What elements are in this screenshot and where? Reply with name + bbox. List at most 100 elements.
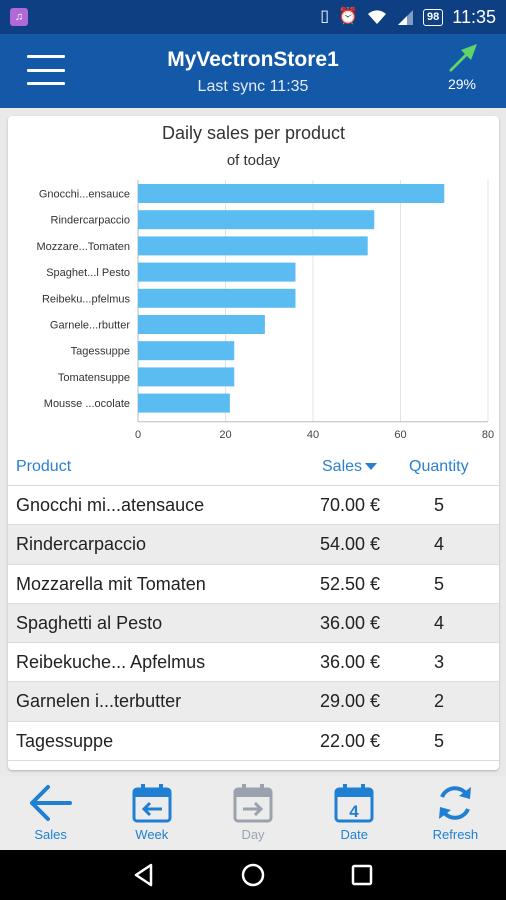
table-row[interactable]: Gnocchi mi...atensauce 70.00 € 5 [8, 486, 499, 526]
cell-quantity: 5 [434, 730, 445, 751]
status-bar: ♫ ▯ ⏰ 98 11:35 [0, 0, 506, 34]
chart-x-tick-label: 80 [482, 429, 494, 441]
table-row[interactable]: Tagessuppe 22.00 € 5 [8, 722, 499, 762]
chart-bar [138, 367, 235, 387]
system-back-icon[interactable] [131, 862, 157, 888]
chart-category-label: Spaghet...l Pesto [46, 267, 130, 279]
table-row[interactable]: Rindercarpaccio 54.00 € 4 [8, 525, 499, 565]
column-header-product[interactable]: Product [16, 458, 72, 475]
chart-category-label: Garnele...rbutter [50, 320, 130, 332]
sales-card: Daily sales per product of today 0 20 40 60… [8, 116, 499, 770]
cell-sales: 52.50 € [319, 573, 380, 594]
cell-product: Garnelen i...terbutter [16, 691, 182, 712]
chart-x-tick-label: 20 [219, 429, 231, 441]
column-header-quantity[interactable]: Quantity [409, 458, 469, 475]
menu-icon-line [27, 68, 65, 72]
cell-sales: 36.00 € [319, 612, 380, 633]
column-header-sales-label: Sales [322, 458, 363, 475]
cell-quantity: 3 [434, 652, 445, 673]
refresh-icon [439, 786, 472, 820]
trend-indicator[interactable]: 29% [438, 42, 486, 104]
system-home-icon[interactable] [240, 862, 266, 888]
chart-bar [138, 288, 296, 308]
table-row[interactable]: Mozzarella mit Tomaten 52.50 € 5 [8, 565, 499, 604]
last-sync-label: Last sync 11:35 [197, 78, 309, 95]
sort-descending-icon [365, 463, 378, 471]
status-time: 11:35 [452, 6, 496, 27]
chart-category-label: Tagessuppe [71, 346, 130, 358]
notification-app-icon: ♫ [10, 8, 28, 26]
nav-day-label: Day [241, 827, 265, 842]
alarm-icon: ⏰ [338, 8, 359, 25]
nav-refresh-label: Refresh [432, 827, 479, 842]
chart-category-label: Mousse ...ocolate [44, 398, 130, 410]
menu-icon-line [27, 55, 65, 58]
chart-bar [138, 236, 368, 256]
nav-refresh-button[interactable]: Refresh [405, 776, 506, 850]
cell-product: Tagessuppe [16, 730, 114, 751]
chart-bar [138, 341, 235, 361]
system-navigation-bar [0, 850, 506, 900]
cell-sales: 54.00 € [319, 534, 380, 555]
table-header: Product Sales Quantity [8, 450, 499, 486]
cell-product: Gnocchi mi...atensauce [16, 495, 205, 515]
cell-sales: 36.00 € [319, 652, 380, 673]
wifi-icon [367, 9, 387, 25]
nav-date-label: Date [340, 827, 368, 842]
cell-quantity: 2 [434, 691, 445, 712]
battery-indicator: 98 [423, 8, 444, 26]
trend-up-arrow-icon [449, 44, 477, 72]
chart-category-label: Mozzare...Tomaten [36, 241, 130, 253]
menu-icon-line [27, 82, 65, 85]
calendar-date-number: 4 [349, 802, 359, 821]
cell-product: Spaghetti al Pesto [16, 612, 163, 633]
cell-sales: 22.00 € [319, 730, 380, 751]
calendar-week-back-icon [132, 784, 172, 823]
cell-product: Reibekuche... Apfelmus [16, 652, 206, 673]
chart-category-label: Rindercarpaccio [51, 215, 130, 227]
table-row[interactable]: Spaghetti al Pesto 36.00 € 4 [8, 603, 499, 644]
chart-x-tick-label: 60 [394, 429, 406, 441]
nav-week-label: Week [135, 827, 169, 842]
chart-x-tick-label: 0 [135, 429, 141, 441]
column-header-sales[interactable]: Sales [322, 458, 378, 476]
cell-quantity: 5 [434, 573, 445, 594]
sales-table-body: Gnocchi mi...atensauce 70.00 € 5 Rindercarp… [8, 486, 499, 762]
sales-bar-chart: 0 20 40 60 80 Gnocchi...ensauce Rindercarpacci… [36, 180, 494, 441]
cell-quantity: 4 [434, 534, 445, 555]
table-row[interactable]: Garnelen i...terbutter 29.00 € 2 [8, 682, 499, 722]
back-arrow-icon [29, 785, 72, 821]
nav-day-button[interactable]: Day [202, 776, 303, 850]
chart-bar [138, 184, 445, 203]
chart-category-label: Reibeku...pfelmus [42, 293, 131, 305]
store-title: MyVectronStore1 [167, 48, 339, 71]
chart-category-label: Gnocchi...ensauce [39, 189, 130, 201]
cell-product: Mozzarella mit Tomaten [16, 573, 206, 594]
chart-title: Daily sales per product [161, 123, 346, 143]
signal-icon [396, 9, 414, 25]
nav-sales-button[interactable]: Sales [0, 776, 101, 850]
cell-sales: 29.00 € [319, 691, 380, 712]
chart-bar [138, 262, 296, 282]
nav-week-button[interactable]: Week [101, 776, 202, 850]
trend-percentage: 29% [447, 76, 477, 92]
system-recents-icon[interactable] [349, 862, 375, 888]
cell-product: Rindercarpaccio [16, 534, 147, 555]
cell-quantity: 4 [434, 612, 445, 633]
menu-button[interactable] [27, 55, 65, 85]
bottom-navigation: Sales Week Day 4 Date [0, 776, 506, 850]
table-row[interactable]: Reibekuche... Apfelmus 36.00 € 3 [8, 643, 499, 683]
chart-category-label: Tomatensuppe [58, 372, 130, 384]
vibrate-icon: ▯ [320, 8, 330, 25]
chart-bar [138, 210, 375, 230]
chart-subtitle: of today [226, 152, 281, 169]
cell-quantity: 5 [434, 495, 445, 515]
calendar-day-forward-icon [233, 784, 273, 823]
chart-x-tick-label: 40 [307, 429, 319, 441]
cell-sales: 70.00 € [319, 495, 380, 515]
calendar-date-icon: 4 [334, 784, 374, 823]
chart-bar [138, 315, 265, 334]
nav-sales-label: Sales [34, 827, 67, 842]
chart-bar [138, 393, 230, 413]
nav-date-button[interactable]: 4 Date [304, 776, 405, 850]
